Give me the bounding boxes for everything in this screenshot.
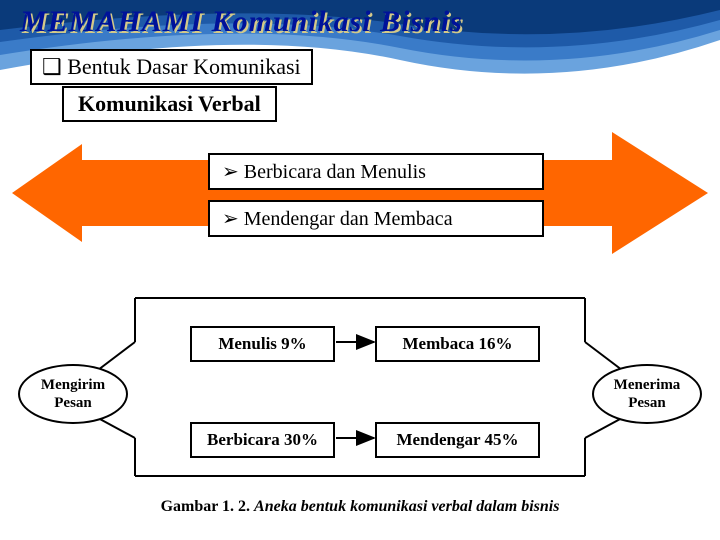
- rect-writing: Menulis 9%: [190, 326, 335, 362]
- subtitle-1-text: Bentuk Dasar Komunikasi: [42, 54, 301, 79]
- ellipse-right-text: MenerimaPesan: [614, 376, 681, 412]
- bullet-1-text: Berbicara dan Menulis: [222, 161, 426, 183]
- page-title: MEMAHAMI Komunikasi Bisnis: [20, 5, 463, 39]
- rect-speaking: Berbicara 30%: [190, 422, 335, 458]
- ellipse-left-text: MengirimPesan: [41, 376, 105, 412]
- bullet-box-speak-write: Berbicara dan Menulis: [208, 153, 544, 190]
- figure-caption: Gambar 1. 2. Aneka bentuk komunikasi ver…: [0, 498, 720, 516]
- subtitle-box-2: Komunikasi Verbal: [62, 86, 277, 122]
- bullet-box-listen-read: Mendengar dan Membaca: [208, 200, 544, 237]
- bullet-2-text: Mendengar dan Membaca: [222, 208, 453, 230]
- caption-figure-number: Gambar 1. 2.: [161, 498, 254, 515]
- caption-description: Aneka bentuk komunikasi verbal dalam bis…: [254, 498, 559, 515]
- rect-listening: Mendengar 45%: [375, 422, 540, 458]
- diagram-connectors: [40, 290, 680, 480]
- communication-diagram: MengirimPesan MenerimaPesan Menulis 9% M…: [40, 290, 680, 480]
- rect-reading: Membaca 16%: [375, 326, 540, 362]
- ellipse-receive-message: MenerimaPesan: [592, 364, 702, 424]
- ellipse-send-message: MengirimPesan: [18, 364, 128, 424]
- subtitle-box-1: Bentuk Dasar Komunikasi: [30, 49, 313, 85]
